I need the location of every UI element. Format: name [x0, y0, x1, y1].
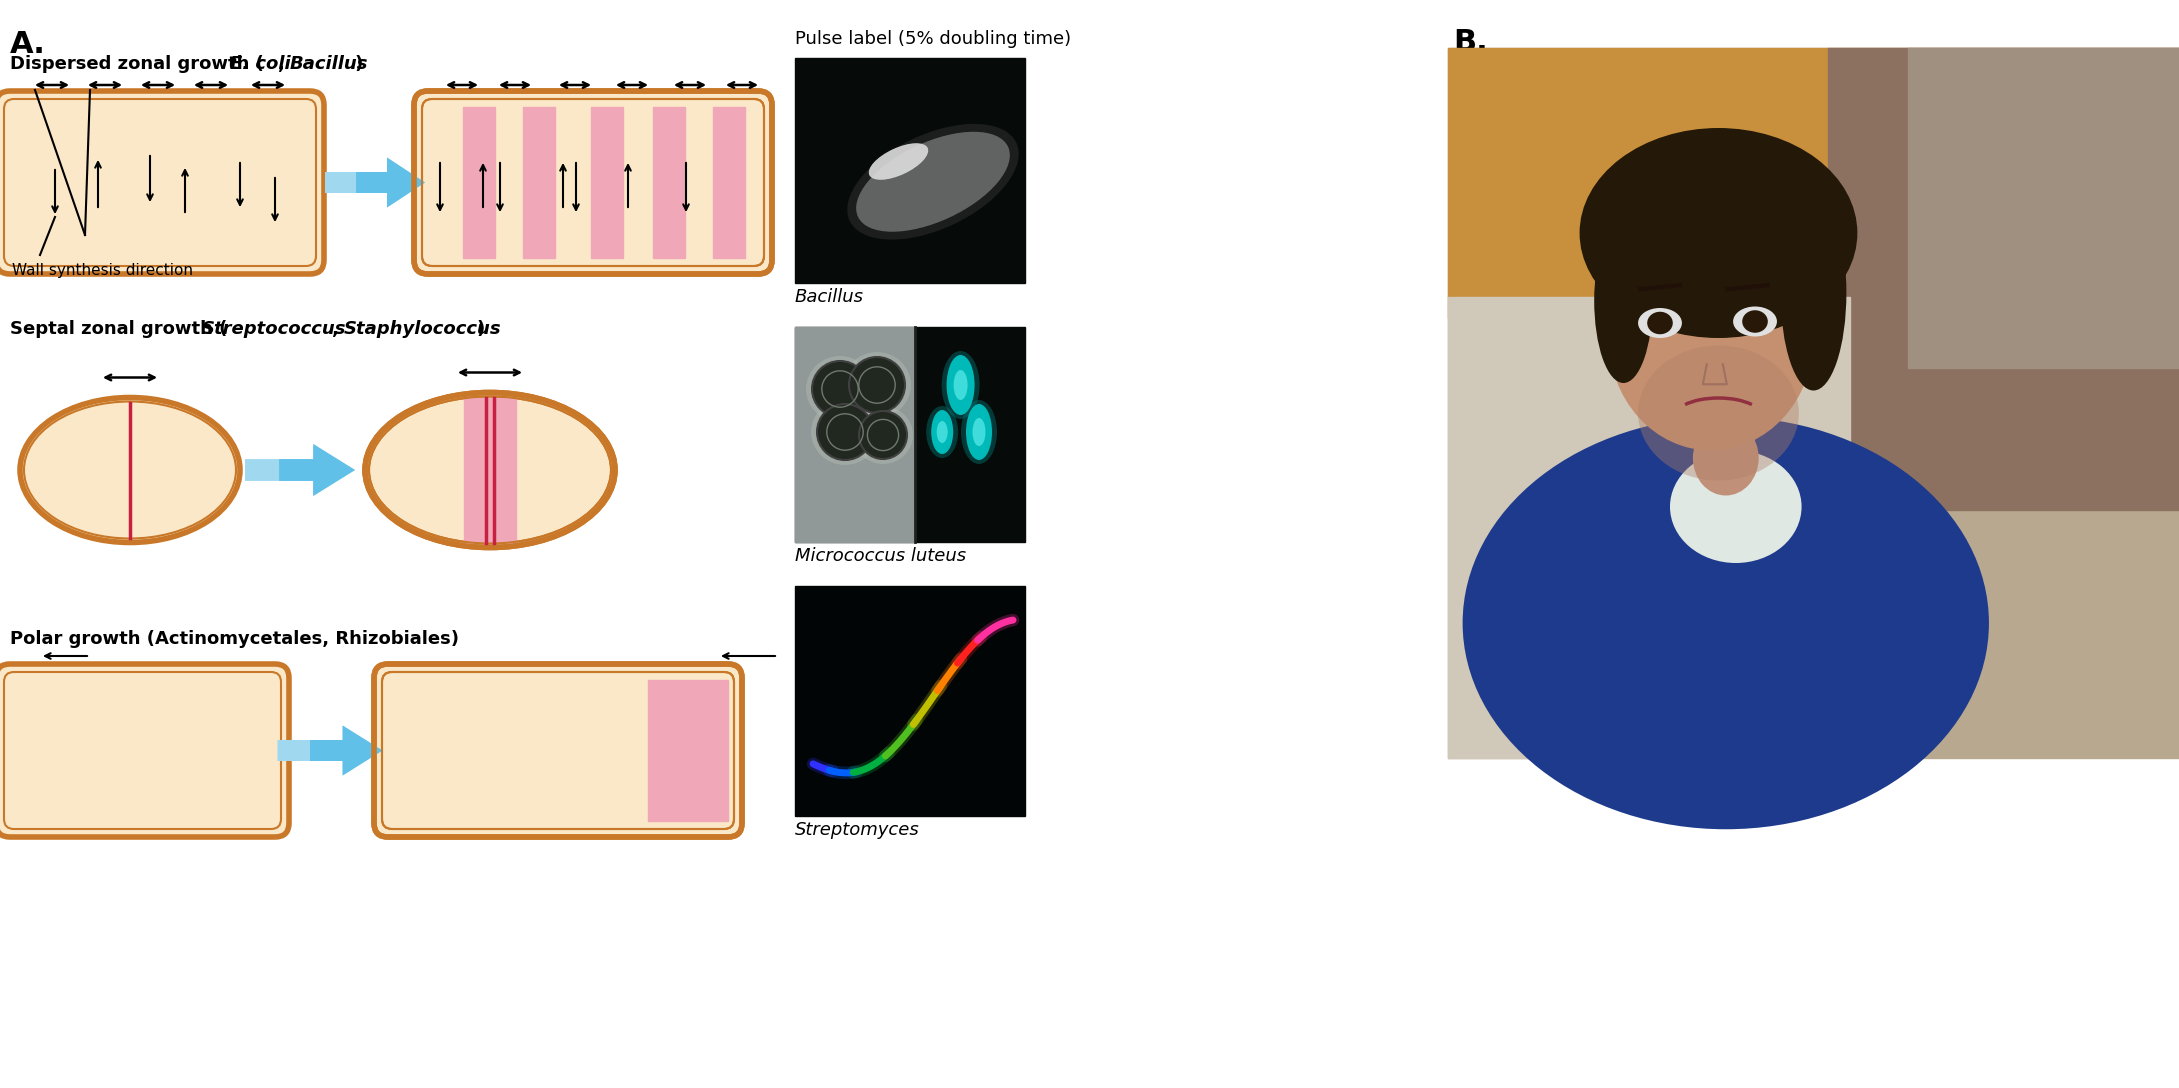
FancyBboxPatch shape	[414, 91, 771, 274]
Ellipse shape	[859, 411, 906, 459]
Text: ): )	[355, 55, 364, 73]
Ellipse shape	[817, 404, 874, 460]
Ellipse shape	[961, 400, 998, 463]
Bar	[462, 107, 495, 258]
Ellipse shape	[366, 393, 614, 547]
Bar	[464, 397, 516, 543]
FancyBboxPatch shape	[0, 664, 290, 837]
Bar	[523, 107, 556, 258]
Text: Pulse label (5% doubling time): Pulse label (5% doubling time)	[795, 30, 1072, 48]
Polygon shape	[325, 158, 425, 208]
Ellipse shape	[965, 404, 991, 460]
Polygon shape	[309, 726, 384, 776]
Ellipse shape	[1743, 310, 1767, 333]
Bar	[591, 107, 623, 258]
Ellipse shape	[1462, 417, 1989, 829]
Ellipse shape	[852, 406, 913, 463]
Text: Wall synthesis direction: Wall synthesis direction	[13, 263, 194, 279]
Ellipse shape	[1580, 128, 1857, 338]
Ellipse shape	[926, 406, 959, 458]
Text: Polar growth (Actinomycetales, Rhizobiales): Polar growth (Actinomycetales, Rhizobial…	[11, 630, 460, 648]
Bar	[795, 327, 915, 542]
Text: Streptococcus: Streptococcus	[203, 320, 346, 338]
Text: Bacillus: Bacillus	[290, 55, 368, 73]
Ellipse shape	[941, 351, 981, 419]
Text: ,: ,	[331, 320, 344, 338]
Bar	[795, 58, 1024, 283]
Bar	[1449, 48, 2179, 318]
Ellipse shape	[1732, 307, 1776, 336]
Ellipse shape	[1647, 312, 1673, 334]
Bar	[647, 680, 728, 821]
Bar	[795, 586, 1024, 816]
Ellipse shape	[1693, 420, 1758, 495]
Ellipse shape	[869, 144, 928, 180]
Text: Bacillus: Bacillus	[795, 288, 865, 306]
Text: Streptomyces: Streptomyces	[795, 821, 920, 839]
FancyBboxPatch shape	[0, 91, 325, 274]
Text: Micrococcus luteus: Micrococcus luteus	[795, 547, 965, 565]
Ellipse shape	[1669, 450, 1802, 562]
Text: E. coli: E. coli	[231, 55, 290, 73]
Text: Staphylococcus: Staphylococcus	[344, 320, 501, 338]
Ellipse shape	[937, 421, 948, 443]
FancyBboxPatch shape	[375, 664, 743, 837]
Bar	[1449, 48, 2179, 758]
Bar	[713, 107, 745, 258]
Bar	[1828, 48, 2179, 509]
Polygon shape	[277, 726, 384, 776]
Ellipse shape	[1608, 225, 1813, 450]
Text: ,: ,	[279, 55, 292, 73]
Ellipse shape	[930, 410, 952, 454]
Text: A.: A.	[11, 30, 46, 59]
Ellipse shape	[972, 418, 985, 446]
Polygon shape	[279, 444, 355, 496]
Polygon shape	[355, 158, 425, 208]
Text: Septal zonal growth (: Septal zonal growth (	[11, 320, 227, 338]
Ellipse shape	[813, 361, 867, 417]
Ellipse shape	[954, 370, 967, 400]
Text: B.: B.	[1453, 28, 1488, 57]
Polygon shape	[244, 444, 355, 496]
Ellipse shape	[1639, 308, 1682, 338]
Bar	[795, 327, 1024, 542]
Text: Dispersed zonal growth (: Dispersed zonal growth (	[11, 55, 264, 73]
Ellipse shape	[20, 397, 240, 543]
Ellipse shape	[843, 353, 911, 418]
Bar	[1449, 297, 1850, 758]
Ellipse shape	[850, 357, 904, 413]
Ellipse shape	[856, 132, 1009, 232]
Ellipse shape	[946, 355, 974, 415]
Ellipse shape	[1639, 346, 1800, 481]
Text: ): )	[477, 320, 486, 338]
Ellipse shape	[848, 124, 1020, 239]
Ellipse shape	[1780, 196, 1846, 391]
Bar	[654, 107, 684, 258]
Ellipse shape	[1595, 218, 1652, 383]
Bar	[1909, 48, 2179, 368]
Ellipse shape	[806, 356, 874, 422]
Ellipse shape	[811, 399, 878, 465]
